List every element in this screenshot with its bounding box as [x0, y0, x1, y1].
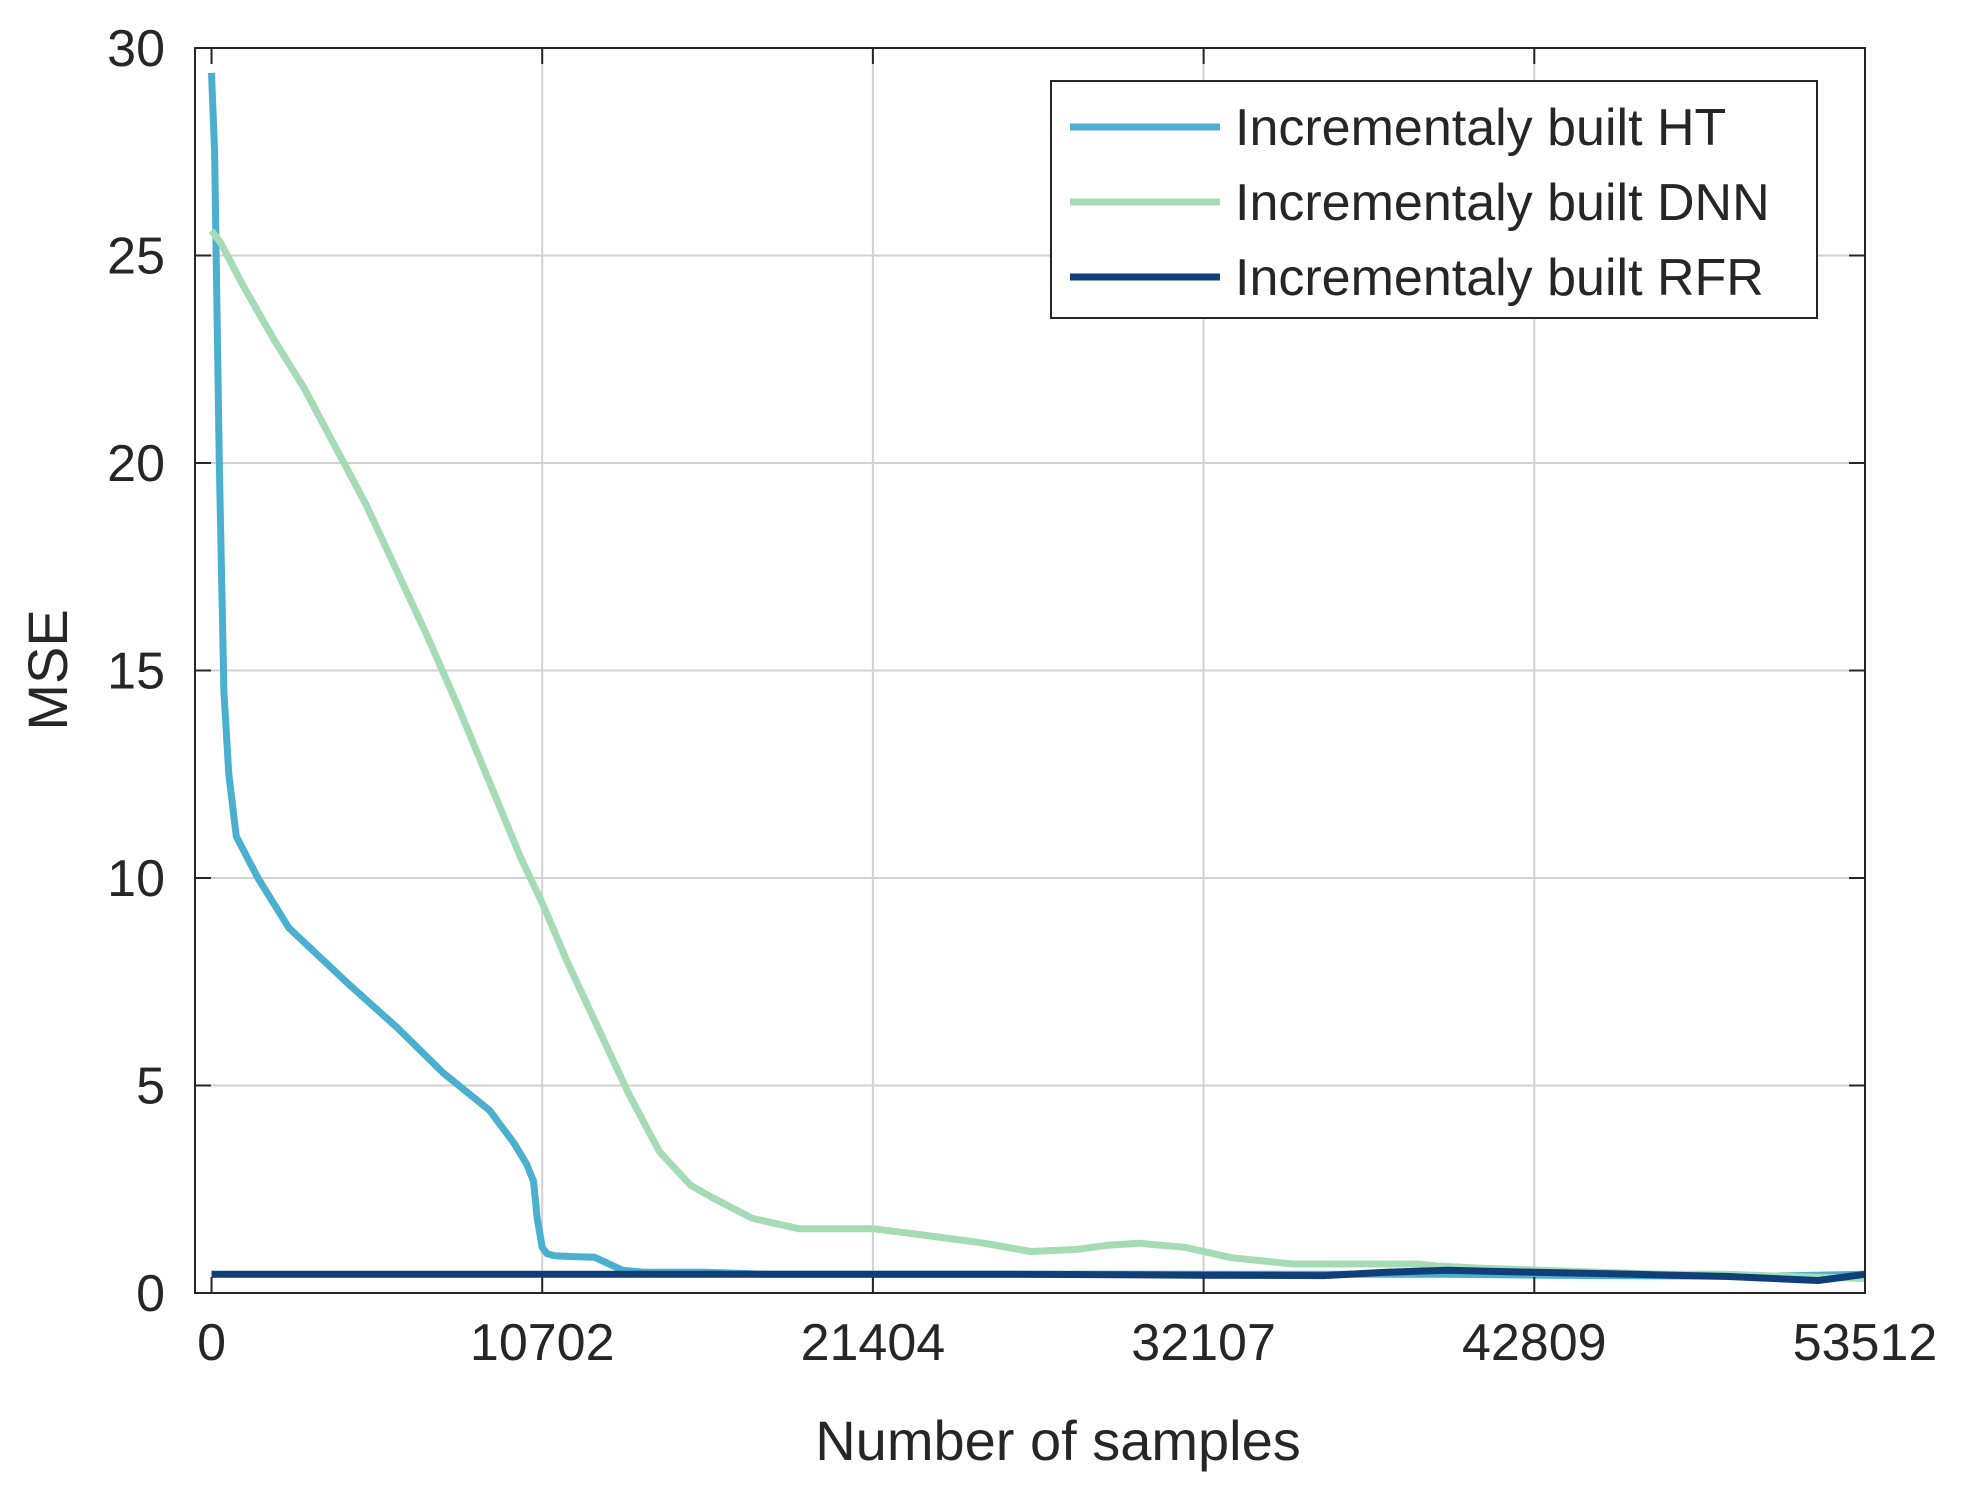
series-line-2	[208, 228, 1866, 1282]
y-tick-label: 20	[107, 435, 165, 493]
y-tick-label: 30	[107, 20, 165, 78]
x-tick-label: 10702	[470, 1314, 615, 1372]
y-tick-label: 15	[107, 643, 165, 701]
y-axis-label: MSE	[16, 609, 79, 730]
x-tick-label: 21404	[801, 1314, 946, 1372]
y-tick-label: 5	[136, 1058, 165, 1116]
series-line-3	[211, 1266, 1866, 1284]
legend-label-1: Incrementaly built HT	[1235, 99, 1726, 157]
legend: Incrementaly built HT Incrementaly built …	[1050, 80, 1818, 319]
x-tick-label: 0	[197, 1314, 226, 1372]
x-tick-label: 53512	[1793, 1314, 1938, 1372]
y-tick-label: 0	[136, 1265, 165, 1323]
x-tick-label: 32107	[1131, 1314, 1276, 1372]
series-layer	[208, 72, 1866, 1284]
legend-label-3: Incrementaly built RFR	[1235, 249, 1764, 307]
axes-layer: 0 10702 21404 32107 42809 53512 0 5 10 15 20 25 30	[107, 20, 1937, 1372]
y-tick-label: 10	[107, 850, 165, 908]
y-tick-label: 25	[107, 228, 165, 286]
x-tick-label: 42809	[1462, 1314, 1607, 1372]
legend-label-2: Incrementaly built DNN	[1235, 174, 1770, 232]
x-axis-label: Number of samples	[815, 1409, 1301, 1472]
